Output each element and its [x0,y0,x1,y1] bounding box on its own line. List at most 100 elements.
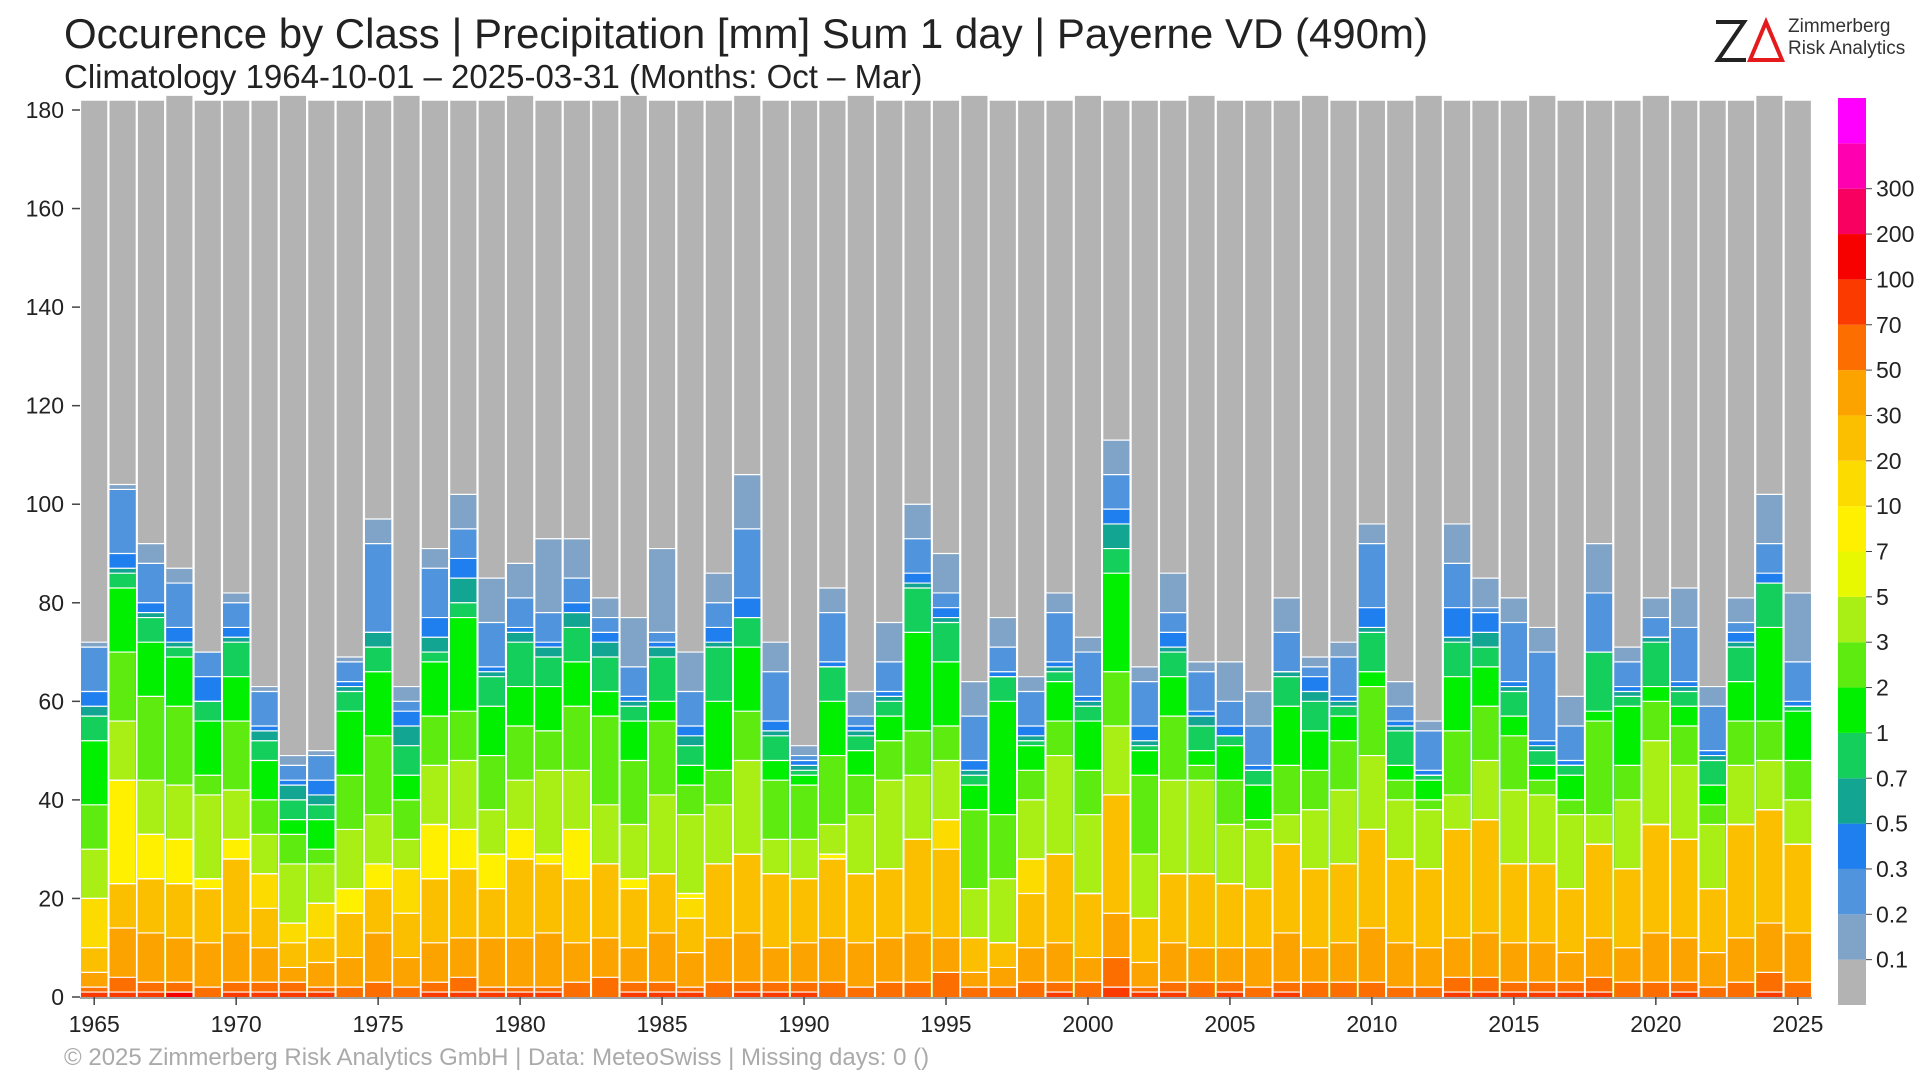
y-axis: 0 20 40 60 80 100 120 140 160 180 [26,97,80,1010]
season-bar-1981 [535,99,562,997]
bar-segment-ge-50 [932,972,960,997]
bar-segment-ge-70 [620,992,647,997]
season-bar-2010 [1358,99,1385,997]
season-bar-2025 [1784,99,1811,997]
x-tick-label: 2020 [1630,1011,1681,1037]
season-bar-1978 [450,99,477,997]
bar-segment-ge-50 [1245,987,1272,997]
bar-segment-ge-50 [1074,982,1102,997]
season-bar-1977 [421,99,448,997]
season-bar-2019 [1614,99,1641,997]
bar-segment-ge-70 [109,992,136,997]
bar-segment-ge-50 [989,987,1016,997]
bar-segment-ge-50 [1614,982,1641,997]
season-bar-1965 [81,99,108,997]
x-tick-label: 2010 [1346,1011,1397,1037]
season-bar-1986 [677,99,704,997]
bar-segment-ge-70 [1273,992,1300,997]
season-bar-2011 [1387,99,1414,997]
bar-segment-ge-50 [563,982,590,997]
bar-segment-ge-70 [421,992,448,997]
y-tick-label: 60 [38,688,64,714]
company-logo: Zimmerberg Risk Analytics [1712,12,1912,72]
bar-segment-ge-50 [1358,982,1385,997]
season-bar-2002 [1131,99,1158,997]
colorbar-label: 0.2 [1876,901,1908,927]
colorbar-label: 100 [1876,266,1914,292]
season-bar-2014 [1472,99,1499,997]
season-bar-1994 [904,99,931,997]
season-bar-1972 [279,94,307,997]
bar-segment-ge-70 [1500,992,1527,997]
colorbar-label: 50 [1876,357,1902,383]
season-bar-1974 [336,99,363,997]
bar-segment-ge-50 [1018,982,1045,997]
bar-segment-ge-70 [1472,992,1499,997]
season-bar-2008 [1302,94,1329,997]
bar-segment-ge-70 [308,992,335,997]
colorbar-label: 10 [1876,493,1902,519]
bar-segment-ge-50 [1188,982,1215,997]
season-bar-1985 [649,99,676,997]
x-tick-label: 1985 [636,1011,687,1037]
season-bar-1984 [620,94,647,997]
colorbar-swatch [1838,324,1866,371]
colorbar-swatch [1838,506,1866,552]
season-bar-1992 [847,94,874,997]
bar-segment-ge-70 [1671,992,1698,997]
season-bar-1966 [109,99,136,997]
colorbar-swatch [1838,460,1866,507]
season-bar-1980 [507,94,534,997]
season-bar-2016 [1529,94,1556,997]
colorbar-swatch [1838,143,1866,189]
colorbar-swatch [1838,551,1866,597]
y-tick-label: 80 [38,590,64,616]
colorbar-label: 5 [1876,584,1889,610]
bar-segment-ge-50 [961,987,988,997]
x-tick-label: 1965 [69,1011,120,1037]
bar-segment-ge-50 [1302,982,1329,997]
colorbar-swatch [1838,732,1866,779]
season-bar-1982 [563,99,590,997]
season-bar-2015 [1500,99,1527,997]
bar-segment-ge-70 [137,992,165,997]
bar-segment-ge-70 [1216,992,1243,997]
bar-segment-ge-70 [1557,992,1584,997]
colorbar-label: 200 [1876,221,1914,247]
bar-segment-ge-100 [166,992,193,997]
bar-segment-ge-50 [1330,982,1357,997]
season-bar-1979 [478,99,505,997]
season-bar-2022 [1699,99,1726,997]
bar-segment-ge-70 [1131,992,1158,997]
bar-segment-ge-50 [876,982,903,997]
bar-segment-ge-50 [904,982,931,997]
x-axis: 1965 1970 1975 1980 1985 1990 1995 2000 2005 2010… [69,997,1823,1037]
season-bar-1971 [251,99,278,997]
bar-segment-ge-70 [1585,992,1613,997]
y-tick-label: 160 [26,196,64,222]
season-bar-2012 [1415,94,1442,997]
colorbar-swatch [1838,279,1866,325]
season-bar-2013 [1444,99,1471,997]
logo-line-2: Risk Analytics [1788,38,1906,59]
bar-segment-ge-50 [1387,987,1414,997]
colorbar-label: 0.5 [1876,811,1908,837]
season-bar-1969 [194,99,221,997]
bar-segment-ge-50 [336,987,363,997]
bars-group [81,94,1811,998]
bar-segment-ge-70 [1046,992,1073,997]
season-bar-1997 [989,99,1016,997]
bar-segment-ge-70 [251,992,278,997]
season-bar-1989 [762,99,789,997]
footer-credits: © 2025 Zimmerberg Risk Analytics GmbH | … [64,1044,930,1071]
season-bar-1988 [734,94,761,998]
y-tick-label: 40 [38,787,64,813]
x-tick-label: 1980 [495,1011,546,1037]
bar-segment-ge-50 [705,982,732,997]
bar-segment-ge-50 [819,982,846,997]
y-tick-label: 140 [26,294,64,320]
bar-segment-ge-70 [535,992,562,997]
logo-mark-icon [1714,16,1786,62]
bar-segment-ge-50 [1699,987,1726,997]
colorbar-swatch [1838,778,1866,824]
